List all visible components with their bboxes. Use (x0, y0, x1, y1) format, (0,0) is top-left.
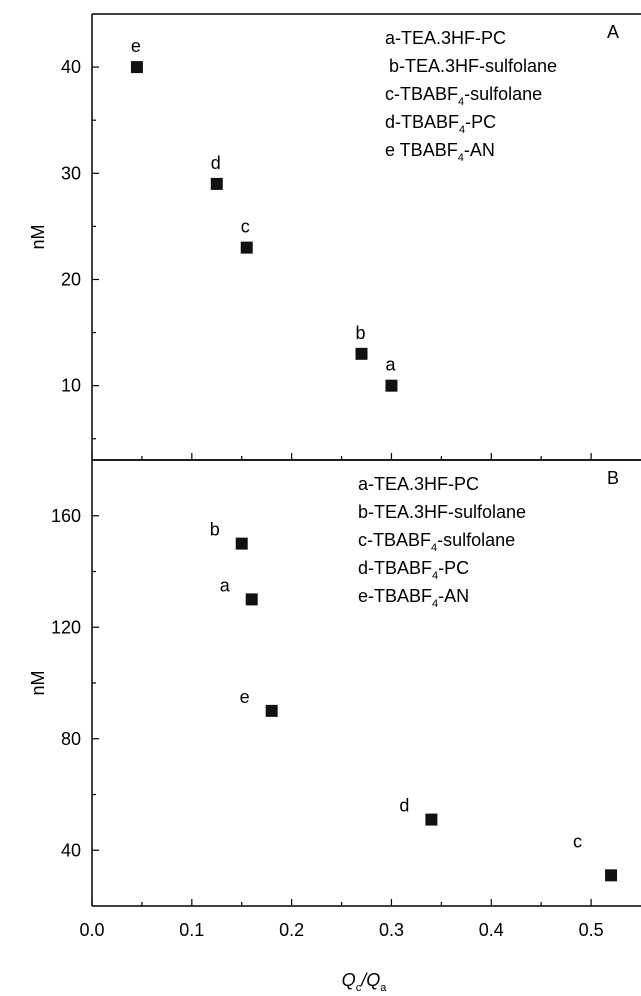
data-point-b (355, 347, 368, 360)
legend-entry-tail: -AN (438, 586, 469, 606)
legend-entry: e-TBABF4-AN (358, 586, 469, 610)
point-label: b (356, 323, 366, 343)
x-tick-label: 0.2 (279, 920, 304, 940)
point-label: b (210, 520, 220, 540)
data-point-e (130, 61, 143, 74)
point-label: d (399, 796, 409, 816)
y-axis-label: nM (28, 670, 48, 695)
legend-entry-subscript: 4 (432, 598, 438, 610)
legend-entry-subscript: 4 (458, 96, 464, 108)
legend-entry-text: e TBABF (385, 140, 458, 160)
legend-entry-text: b-TEA.3HF-sulfolane (358, 502, 526, 522)
y-tick-label: 160 (51, 506, 81, 526)
point-label: e (131, 36, 141, 56)
legend-entry-text: d-TBABF (385, 112, 459, 132)
legend-entry-text: a-TEA.3HF-PC (385, 28, 506, 48)
x-tick-label: 0.0 (79, 920, 104, 940)
point-label: a (220, 575, 231, 595)
y-tick-label: 20 (61, 269, 81, 289)
data-point-c (240, 241, 253, 254)
data-point-a (245, 593, 258, 606)
legend-entry: c-TBABF4-sulfolane (358, 530, 515, 554)
legend-entry-text: e-TBABF (358, 586, 432, 606)
y-tick-label: 30 (61, 163, 81, 183)
legend-entry: e TBABF4-AN (385, 140, 495, 164)
y-tick-label: 10 (61, 376, 81, 396)
panel-label: A (607, 22, 619, 42)
x-tick-label: 0.3 (379, 920, 404, 940)
legend-entry: d-TBABF4-PC (358, 558, 469, 582)
x-tick-label: 0.4 (479, 920, 504, 940)
x-axis-label: Qc/Qa (342, 970, 388, 994)
data-point-d (210, 177, 223, 190)
y-tick-label: 40 (61, 840, 81, 860)
x-axis-label-part: c (356, 982, 362, 994)
legend-entry-subscript: 4 (458, 152, 464, 164)
data-point-c (605, 869, 618, 882)
data-point-a (385, 379, 398, 392)
y-tick-label: 40 (61, 57, 81, 77)
data-point-b (235, 537, 248, 550)
legend-entry-tail: -sulfolane (464, 84, 542, 104)
legend-entry-tail: -PC (438, 558, 469, 578)
legend-entry-text: d-TBABF (358, 558, 432, 578)
legend-entry: a-TEA.3HF-PC (385, 28, 506, 48)
legend-entry-subscript: 4 (432, 570, 438, 582)
legend-entry-subscript: 4 (459, 124, 465, 136)
x-axis-label-part: /Q (359, 970, 380, 990)
point-label: e (240, 687, 250, 707)
data-point-e (265, 704, 278, 717)
x-tick-label: 0.1 (179, 920, 204, 940)
legend-entry-tail: -sulfolane (437, 530, 515, 550)
x-tick-label: 0.5 (579, 920, 604, 940)
point-label: a (385, 355, 396, 375)
y-tick-label: 120 (51, 617, 81, 637)
legend-entry-tail: -AN (464, 140, 495, 160)
legend-entry: b-TEA.3HF-sulfolane (358, 502, 526, 522)
legend-entry: c-TBABF4-sulfolane (385, 84, 542, 108)
legend-entry-text: c-TBABF (385, 84, 458, 104)
point-label: c (241, 217, 250, 237)
data-point-d (425, 813, 438, 826)
legend-entry-text: a-TEA.3HF-PC (358, 474, 479, 494)
point-label: d (211, 153, 221, 173)
legend-entry-text: b-TEA.3HF-sulfolane (389, 56, 557, 76)
legend-entry-tail: -PC (465, 112, 496, 132)
legend-entry-subscript: 4 (431, 542, 437, 554)
panel-label: B (607, 468, 619, 488)
x-axis-label-part: Q (342, 970, 356, 990)
x-axis-label-part: a (380, 982, 387, 994)
point-label: c (573, 831, 582, 851)
legend-entry: d-TBABF4-PC (385, 112, 496, 136)
legend-entry-text: c-TBABF (358, 530, 431, 550)
legend-entry: b-TEA.3HF-sulfolane (389, 56, 557, 76)
legend-entry: a-TEA.3HF-PC (358, 474, 479, 494)
y-axis-label: nM (28, 224, 48, 249)
y-tick-label: 80 (61, 729, 81, 749)
